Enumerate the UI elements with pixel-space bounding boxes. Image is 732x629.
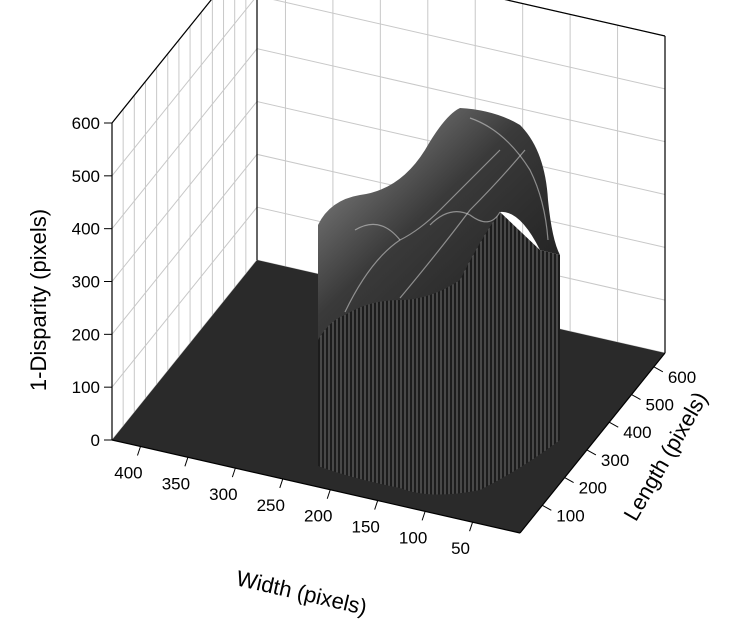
grid-line-z <box>111 0 666 177</box>
x-tick-label: 100 <box>399 528 427 547</box>
box-edge <box>111 439 521 534</box>
x-tick <box>231 467 236 478</box>
surface-ridge <box>469 117 549 241</box>
surface-ridge <box>344 149 501 313</box>
y-tick-label: 100 <box>556 506 584 525</box>
y-tick <box>586 449 597 456</box>
x-tick-label: 350 <box>162 474 190 493</box>
surface-object <box>318 108 560 495</box>
z-tick-label: 0 <box>91 431 100 450</box>
y-tick-label: 500 <box>646 396 674 415</box>
y-tick-label: 600 <box>668 368 696 387</box>
x-tick <box>421 511 426 521</box>
x-tick-label: 250 <box>257 496 285 515</box>
surface-ridge <box>354 223 401 241</box>
surface-ridge <box>429 211 501 226</box>
z-tick-label: 400 <box>72 220 100 239</box>
x-axis-title: Width (pixels) <box>234 566 369 620</box>
z-tick-label: 200 <box>72 325 100 344</box>
z-tick-label: 100 <box>72 378 100 397</box>
grid-line-z <box>111 0 666 124</box>
z-tick-label: 600 <box>72 114 100 133</box>
box-edge <box>504 0 666 37</box>
box-edge <box>519 352 666 534</box>
x-tick-label: 50 <box>451 539 470 558</box>
x-tick <box>374 500 379 510</box>
z-axis-title: 1-Disparity (pixels) <box>26 209 51 391</box>
surface-top <box>318 108 560 340</box>
x-tick-label: 300 <box>209 485 237 504</box>
y-tick-label: 400 <box>623 423 651 442</box>
z-tick-label: 500 <box>72 167 100 186</box>
y-tick-label: 300 <box>601 451 629 470</box>
box-edge <box>111 0 212 124</box>
y-tick <box>608 421 619 428</box>
y-tick <box>564 477 574 484</box>
x-tick <box>184 457 189 467</box>
surface-ridge <box>399 149 526 299</box>
x-tick <box>469 522 474 532</box>
axis-ticks: 50 100 150 200 250 300 350 400 100 200 300 400 500 60… <box>72 114 697 558</box>
x-tick <box>136 446 141 456</box>
y-tick-label: 200 <box>579 479 607 498</box>
z-tick-label: 300 <box>72 273 100 292</box>
x-tick-label: 150 <box>351 518 379 537</box>
y-tick <box>631 394 641 400</box>
y-tick <box>653 366 664 373</box>
x-tick <box>279 478 284 489</box>
x-tick <box>326 489 331 499</box>
y-tick <box>542 504 552 511</box>
x-tick-label: 400 <box>114 463 142 482</box>
x-tick-label: 200 <box>304 507 332 526</box>
